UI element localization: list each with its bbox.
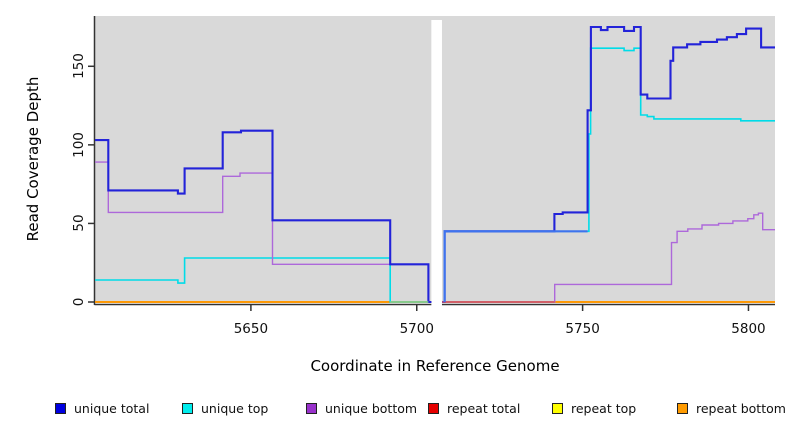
legend-swatch [428,402,439,414]
y-tick-label: 150 [71,53,87,80]
legend-label: repeat bottom [696,400,786,416]
x-axis-title: Coordinate in Reference Genome [310,357,560,375]
legend-swatch [306,402,317,414]
legend-item-unique-bottom: unique bottom [306,400,418,416]
legend-label: unique bottom [325,400,418,416]
y-tick-label: 100 [71,131,87,158]
legend-label: repeat total [447,400,521,416]
legend-item-repeat-total: repeat total [428,400,521,416]
legend-item-unique-total: unique total [55,400,150,416]
x-tick-label: 5750 [565,321,600,337]
legend-item-repeat-top: repeat top [552,400,637,416]
x-tick-label: 5800 [731,321,766,337]
series-line-unique-top [95,257,432,303]
x-tick-label: 5650 [233,321,269,337]
x-tick-label: 5700 [399,321,434,337]
legend-item-repeat-bottom: repeat bottom [677,400,786,416]
series-line-unique-total [442,25,775,304]
legend-label: repeat top [571,400,637,416]
series-line-unique-bottom [442,212,775,303]
legend-label: unique top [201,400,269,416]
series-line-unique-total [95,129,432,304]
legend-label: unique total [74,400,150,416]
y-tick-label: 50 [71,214,87,233]
masked-gap-band [431,20,442,313]
legend-swatch [182,402,193,414]
legend-swatch [552,402,563,414]
y-axis-title: Read Coverage Depth [24,76,42,242]
overlay-unique-total-over-top-blend [443,230,588,302]
legend-item-unique-top: unique top [182,400,269,416]
legend-swatch [55,402,66,414]
y-tick-label: 0 [71,297,87,307]
series-lines [95,25,775,304]
legend-swatch [677,402,688,414]
series-line-unique-top [442,47,775,303]
